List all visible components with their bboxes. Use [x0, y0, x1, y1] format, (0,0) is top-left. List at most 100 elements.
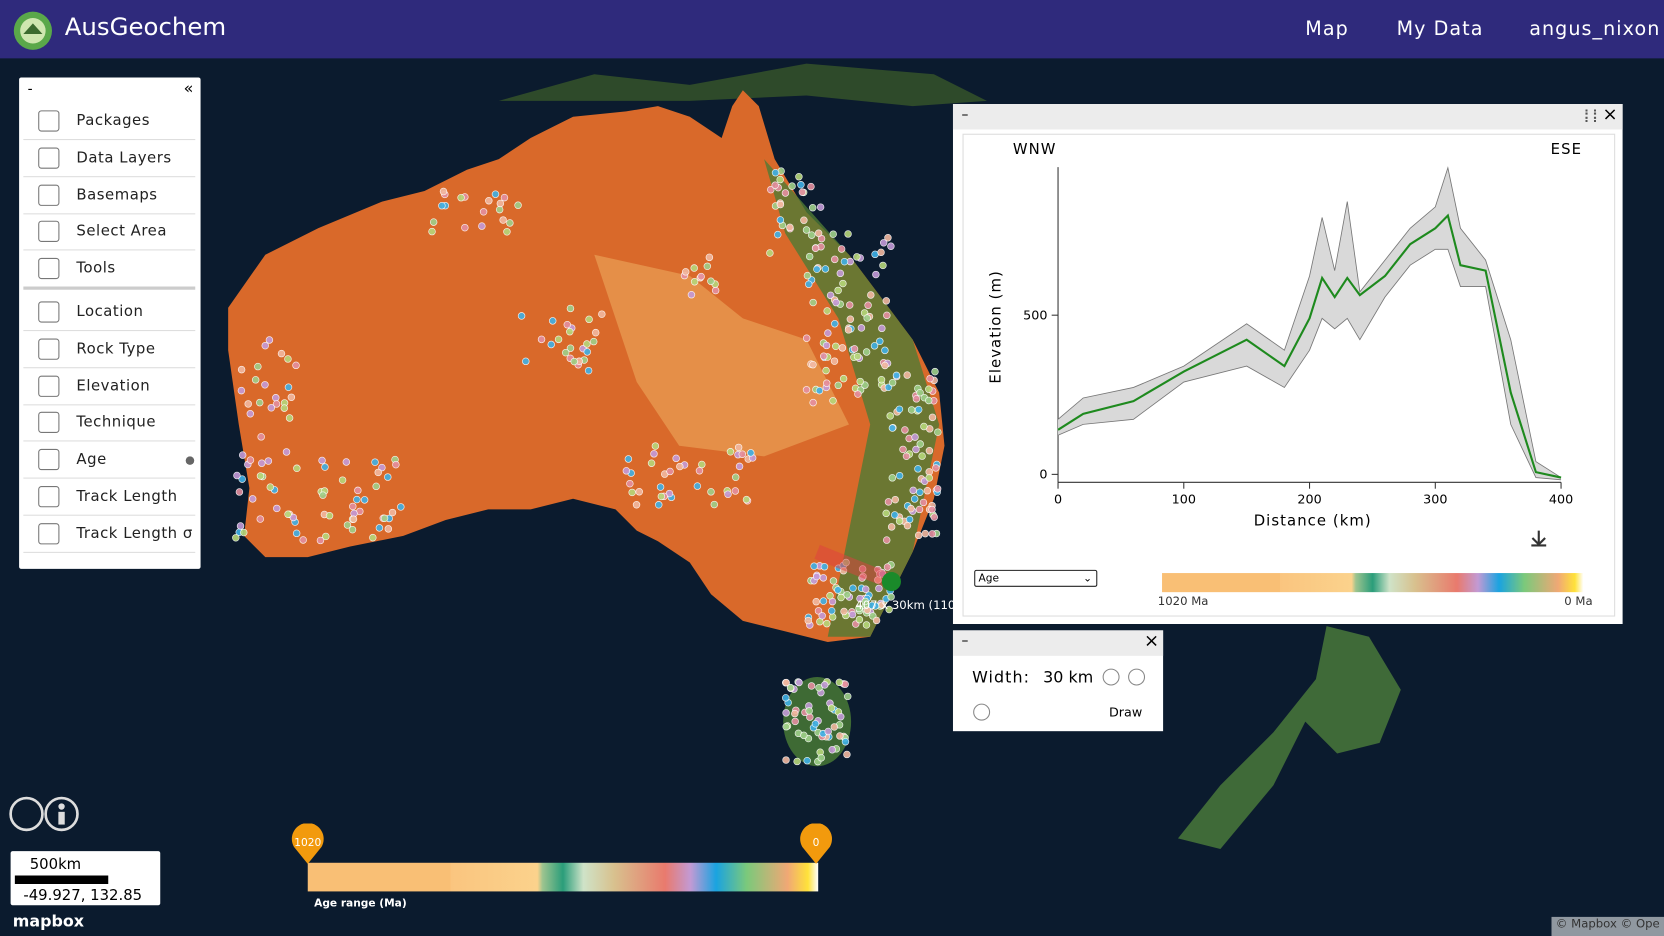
sample-dot	[895, 517, 904, 525]
sidebar-item[interactable]: Elevation	[23, 368, 196, 405]
item-label: Elevation	[76, 377, 151, 395]
license-badge	[9, 796, 79, 832]
sample-dot	[861, 597, 869, 606]
sample-dot	[824, 727, 832, 736]
band-fill	[1058, 167, 1562, 480]
sample-dot	[782, 756, 790, 764]
sample-dot	[392, 460, 400, 469]
sidebar-item[interactable]: Packages	[23, 103, 196, 141]
sample-dot	[934, 428, 942, 436]
increase-button[interactable]	[1128, 668, 1146, 686]
sample-dot	[930, 513, 939, 521]
sample-dot	[848, 610, 857, 619]
sample-dot	[566, 327, 574, 336]
sample-dot	[879, 239, 888, 247]
draw-button[interactable]: Draw	[1108, 704, 1143, 720]
item-icon	[38, 522, 60, 545]
direction-right: ESE	[1551, 140, 1582, 158]
sample-dot	[811, 720, 820, 728]
sample-dot	[883, 311, 891, 320]
sample-dot	[884, 498, 893, 506]
sample-dot	[843, 750, 851, 759]
header: AusGeochem Map My Data angus_nixon	[0, 0, 1664, 59]
sample-dot	[651, 442, 660, 450]
sample-dot	[823, 307, 831, 315]
sidebar-item[interactable]: Track Length σ	[23, 516, 196, 553]
sample-dot	[697, 272, 705, 281]
sample-dot	[924, 396, 933, 405]
sample-dot	[916, 389, 924, 397]
sidebar-item[interactable]: Track Length	[23, 479, 196, 516]
sample-dot	[895, 405, 904, 414]
sample-dot	[918, 452, 926, 460]
sidebar-item[interactable]: Location	[23, 294, 196, 332]
sample-dot	[822, 341, 831, 350]
sample-dot	[500, 193, 509, 202]
sidebar-item[interactable]: Basemaps	[23, 177, 196, 214]
new-zealand	[1177, 626, 1401, 849]
sample-dot	[384, 525, 393, 533]
sample-dot	[901, 426, 909, 434]
x-tick-label: 400	[1549, 493, 1573, 508]
sample-dot	[570, 357, 578, 366]
sample-dot	[916, 488, 924, 496]
sample-dot	[805, 280, 813, 288]
decrease-button[interactable]	[1102, 668, 1120, 686]
track-swath	[814, 544, 895, 589]
sample-dot	[766, 249, 774, 257]
sample-dot	[800, 731, 808, 740]
nav-link[interactable]: My Data	[1396, 18, 1484, 41]
sample-dot	[807, 231, 816, 239]
sidebar-item[interactable]: Age	[23, 442, 196, 479]
sample-dot	[839, 374, 848, 383]
nav-link[interactable]: Map	[1305, 18, 1349, 41]
min-handle[interactable]	[291, 823, 324, 864]
sample-dot	[457, 194, 465, 202]
minimize-button[interactable]: –	[961, 107, 969, 124]
toggle-button[interactable]: «	[183, 78, 194, 98]
sample-dot	[478, 222, 486, 230]
sample-dot	[888, 474, 897, 482]
sample-dot	[932, 464, 940, 472]
sample-dot	[771, 181, 779, 189]
sidebar-item[interactable]: Tools	[23, 251, 196, 290]
close-button[interactable]: ×	[1143, 630, 1160, 652]
sample-dot	[258, 459, 266, 467]
info-button[interactable]	[973, 703, 991, 721]
sample-dot	[846, 301, 854, 309]
user-menu[interactable]: angus_nixon	[1529, 18, 1661, 41]
sample-dot	[632, 501, 641, 509]
sample-dot	[903, 371, 911, 379]
sample-dot	[888, 378, 897, 387]
sample-dot	[823, 619, 831, 628]
sidebar-item[interactable]: Technique	[23, 405, 196, 442]
sample-dot	[598, 310, 606, 318]
sample-dot	[375, 524, 384, 532]
sample-dot	[800, 216, 808, 224]
color-by-select[interactable]: Age ⌄	[974, 569, 1098, 587]
sample-dot	[584, 366, 593, 375]
sample-dot	[284, 383, 293, 391]
scale-bar	[14, 875, 109, 884]
sidebar-item[interactable]: Select Area	[23, 214, 196, 251]
sample-dot	[817, 754, 825, 762]
close-button[interactable]: ×	[1602, 103, 1618, 126]
sample-dot	[884, 383, 893, 392]
app-title: AusGeochem	[64, 13, 227, 42]
sample-dot	[547, 340, 555, 349]
download-button[interactable]	[1531, 530, 1547, 547]
title-bar: – ×	[952, 103, 1623, 130]
collapse-button[interactable]: -	[27, 81, 33, 98]
logo	[13, 11, 52, 50]
sample-dot	[835, 678, 844, 687]
sidebar-item[interactable]: Rock Type	[23, 331, 196, 369]
sample-dot	[793, 757, 801, 766]
sample-dot	[887, 242, 895, 250]
sample-dot	[786, 223, 794, 232]
sample-dot	[925, 446, 934, 455]
drag-handle[interactable]	[1585, 109, 1597, 123]
max-handle[interactable]	[800, 823, 832, 864]
sidebar-item[interactable]: Data Layers	[23, 140, 196, 178]
sample-dot	[292, 529, 301, 538]
minimize-button[interactable]: –	[961, 633, 969, 650]
